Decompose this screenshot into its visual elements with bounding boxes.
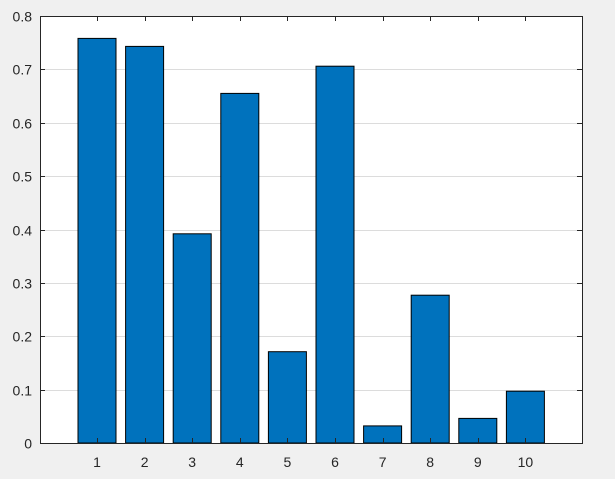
x-tick-label: 5	[284, 454, 292, 470]
y-tick-label: 0.5	[13, 169, 33, 185]
bar-5	[267, 351, 307, 444]
x-tick-label: 10	[518, 454, 534, 470]
bar-9	[458, 417, 498, 444]
bar-6	[315, 65, 355, 444]
bar-8	[410, 294, 450, 444]
y-tick-label: 0	[24, 436, 32, 452]
y-tick-label: 0.6	[13, 116, 33, 132]
bar-4	[220, 92, 260, 444]
y-tick-label: 0.7	[13, 62, 33, 78]
x-tick-label: 7	[379, 454, 387, 470]
y-axis: 0 0.1 0.2 0.3 0.4 0.5 0.6 0.7 0.8	[13, 9, 582, 452]
plot-area	[40, 16, 582, 443]
bar-10	[505, 390, 545, 444]
x-tick-label: 2	[141, 454, 149, 470]
x-tick-label: 3	[188, 454, 196, 470]
x-tick-label: 8	[426, 454, 434, 470]
x-tick-label: 4	[236, 454, 244, 470]
bar-2	[125, 45, 165, 444]
y-tick-label: 0.4	[13, 223, 33, 239]
bar-1	[77, 37, 117, 444]
x-axis: 1 2 3 4 5 6 7 8 9 10	[93, 16, 533, 470]
x-tick-label: 6	[331, 454, 339, 470]
bar-7	[363, 425, 403, 444]
y-tick-label: 0.1	[13, 383, 33, 399]
x-tick-label: 1	[93, 454, 101, 470]
y-tick-label: 0.3	[13, 276, 33, 292]
y-tick-label: 0.2	[13, 329, 33, 345]
y-tick-label: 0.8	[13, 9, 33, 25]
x-tick-label: 9	[474, 454, 482, 470]
bar-3	[172, 233, 212, 444]
